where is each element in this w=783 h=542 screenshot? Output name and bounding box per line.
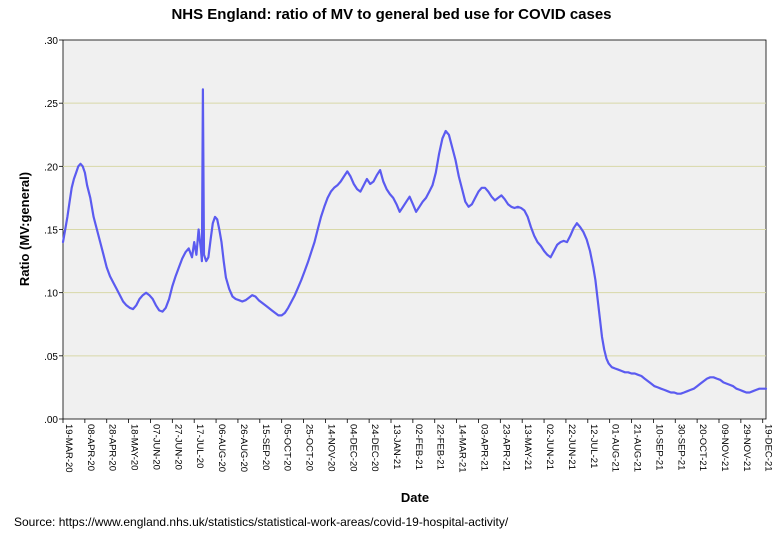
- y-tick-label: .20: [44, 162, 58, 173]
- x-tick-label: 19-MAR-20: [63, 424, 74, 473]
- x-tick-label: 23-APR-21: [500, 424, 511, 471]
- x-tick-label: 03-APR-21: [478, 424, 489, 471]
- chart-title: NHS England: ratio of MV to general bed …: [171, 6, 612, 23]
- series-line: [61, 88, 768, 395]
- x-tick-label: 14-MAR-21: [457, 424, 468, 473]
- y-axis-label: Ratio (MV:general): [17, 172, 32, 286]
- y-tick-label: .05: [44, 352, 58, 363]
- x-tick-label: 08-APR-20: [85, 424, 96, 471]
- x-tick-label: 25-OCT-20: [304, 424, 315, 471]
- x-tick-label: 22-JUN-21: [566, 424, 577, 470]
- x-tick-label: 22-FEB-21: [435, 424, 446, 470]
- y-axis: .00 .05 .10 .15 .20 .25 .30: [44, 36, 63, 426]
- x-tick-label: 21-AUG-21: [632, 424, 643, 472]
- x-tick-label: 17-JUL-20: [194, 424, 205, 468]
- x-tick-label: 18-MAY-20: [129, 424, 140, 470]
- x-tick-label: 28-APR-20: [107, 424, 118, 471]
- source-note: Source: https://www.england.nhs.uk/stati…: [14, 515, 509, 529]
- x-axis: 19-MAR-20 08-APR-20 28-APR-20 18-MAY-20 07-J…: [62, 419, 774, 473]
- x-tick-label: 06-AUG-20: [216, 424, 227, 472]
- x-tick-label: 02-JUN-21: [544, 424, 555, 470]
- x-tick-label: 12-JUL-21: [588, 424, 599, 468]
- x-tick-label: 02-FEB-21: [413, 424, 424, 470]
- gridlines: [63, 102, 766, 357]
- x-tick-label: 20-OCT-21: [697, 424, 708, 471]
- x-tick-label: 24-DEC-20: [369, 424, 380, 472]
- x-tick-label: 30-SEP-21: [675, 424, 686, 470]
- x-axis-label: Date: [401, 490, 429, 505]
- x-tick-label: 09-NOV-21: [719, 424, 730, 472]
- x-tick-label: 04-DEC-20: [347, 424, 358, 472]
- y-tick-label: .30: [44, 36, 58, 47]
- y-tick-label: .10: [44, 289, 58, 300]
- x-tick-label: 07-JUN-20: [150, 424, 161, 470]
- x-tick-label: 01-AUG-21: [610, 424, 621, 472]
- x-tick-label: 29-NOV-21: [741, 424, 752, 472]
- y-tick-label: .00: [44, 415, 58, 426]
- y-tick-label: .15: [44, 226, 58, 237]
- x-tick-label: 14-NOV-20: [325, 424, 336, 472]
- x-tick-label: 27-JUN-20: [172, 424, 183, 470]
- x-tick-label: 10-SEP-21: [653, 424, 664, 470]
- y-tick-label: .25: [44, 99, 58, 110]
- x-tick-label: 19-DEC-21: [763, 424, 774, 472]
- x-tick-label: 13-JAN-21: [391, 424, 402, 469]
- x-tick-label: 15-SEP-20: [260, 424, 271, 470]
- x-tick-label: 05-OCT-20: [282, 424, 293, 471]
- x-tick-label: 26-AUG-20: [238, 424, 249, 472]
- x-tick-label: 13-MAY-21: [522, 424, 533, 470]
- series-layer: [61, 88, 768, 395]
